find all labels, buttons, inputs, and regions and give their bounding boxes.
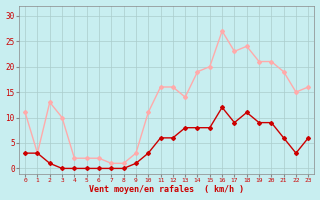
X-axis label: Vent moyen/en rafales  ( km/h ): Vent moyen/en rafales ( km/h ) bbox=[89, 185, 244, 194]
